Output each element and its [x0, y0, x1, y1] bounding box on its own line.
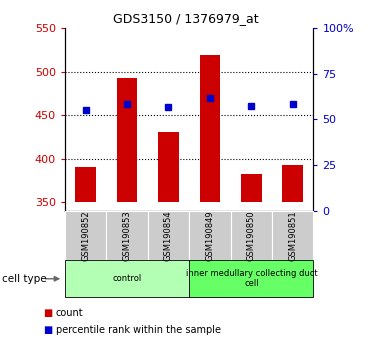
Text: count: count: [56, 308, 83, 318]
Bar: [200, 55, 220, 202]
Bar: [75, 167, 96, 202]
Bar: [241, 174, 262, 202]
Text: ■: ■: [43, 308, 52, 318]
Text: GSM190850: GSM190850: [247, 210, 256, 261]
Text: GSM190853: GSM190853: [122, 210, 132, 261]
Text: ■: ■: [43, 325, 52, 335]
Text: GSM190851: GSM190851: [288, 210, 297, 261]
Text: GSM190849: GSM190849: [206, 210, 214, 261]
Bar: [117, 78, 137, 202]
Text: GSM190854: GSM190854: [164, 210, 173, 261]
Text: GSM190852: GSM190852: [81, 210, 90, 261]
Bar: [158, 132, 179, 202]
Text: percentile rank within the sample: percentile rank within the sample: [56, 325, 221, 335]
Text: cell type: cell type: [2, 274, 46, 284]
Text: control: control: [112, 274, 142, 283]
Bar: [282, 165, 303, 202]
Text: inner medullary collecting duct
cell: inner medullary collecting duct cell: [186, 269, 317, 289]
Text: GDS3150 / 1376979_at: GDS3150 / 1376979_at: [113, 12, 258, 25]
